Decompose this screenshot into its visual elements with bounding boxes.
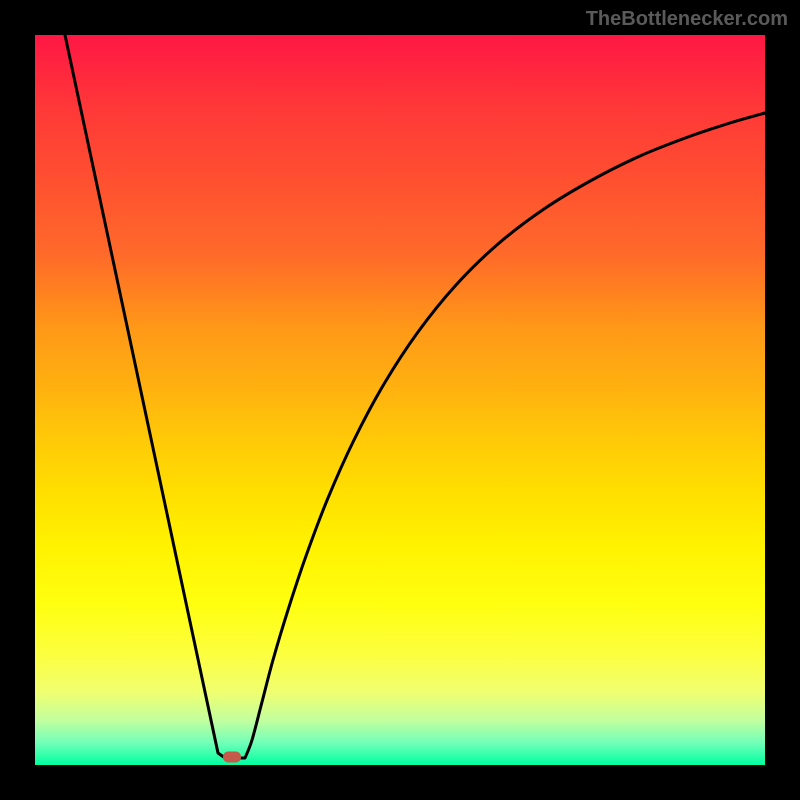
optimum-marker (223, 752, 241, 763)
curve-overlay (0, 0, 800, 800)
chart-container: TheBottlenecker.com (0, 0, 800, 800)
watermark-text: TheBottlenecker.com (586, 8, 788, 31)
